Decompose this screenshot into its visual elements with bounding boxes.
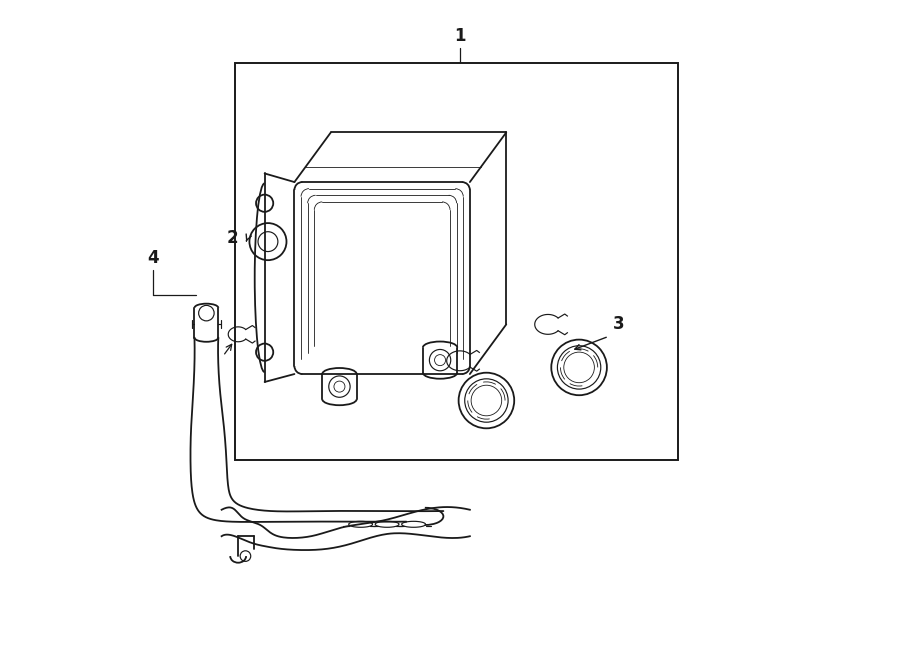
Bar <box>235 63 679 460</box>
Text: 2: 2 <box>227 229 239 248</box>
Text: 1: 1 <box>454 27 465 46</box>
Text: 3: 3 <box>613 315 625 334</box>
Text: 4: 4 <box>148 249 159 267</box>
